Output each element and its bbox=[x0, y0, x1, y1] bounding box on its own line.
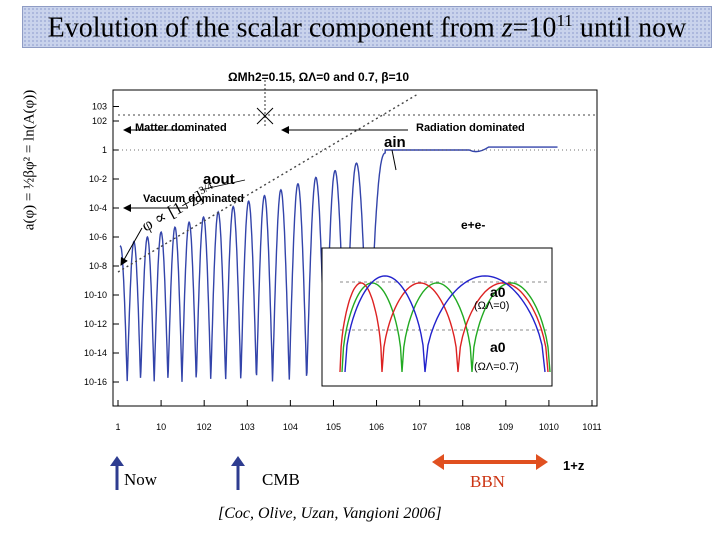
y-tick-label: 10-6 bbox=[89, 232, 107, 242]
x-tick-label: 106 bbox=[369, 422, 384, 432]
ain-label: ain bbox=[384, 134, 406, 151]
y-ticks: 103 102 1 10-2 10-4 10-6 10-8 10-10 10-12 10-14 10… bbox=[84, 102, 119, 387]
y-tick-label: 10-10 bbox=[84, 290, 107, 300]
vacuum-label: Vacuum dominated bbox=[143, 193, 244, 205]
x-ticks: 1 10 102 103 104 105 106 107 108 109 1010 1011 bbox=[115, 400, 602, 432]
x-tick-label: 10 bbox=[156, 422, 166, 432]
inset-omega0: (ΩΛ=0) bbox=[474, 300, 510, 312]
y-tick-label: 1 bbox=[102, 145, 107, 155]
y-tick-label: 10-8 bbox=[89, 261, 107, 271]
aout-label: aout bbox=[203, 171, 235, 188]
x-tick-label: 107 bbox=[412, 422, 427, 432]
ee-label: e+e- bbox=[461, 218, 486, 232]
x-tick-label: 103 bbox=[240, 422, 255, 432]
y-tick-label: 10-12 bbox=[84, 319, 107, 329]
x-tick-label: 109 bbox=[498, 422, 513, 432]
matter-label: Matter dominated bbox=[135, 122, 227, 134]
bbn-label: BBN bbox=[470, 472, 505, 491]
y-tick-label: 103 bbox=[92, 102, 107, 112]
x-tick-label: 1 bbox=[115, 422, 120, 432]
title-bar: Evolution of the scalar component from z… bbox=[22, 6, 712, 48]
ain-pointer bbox=[391, 149, 397, 171]
params-label: ΩMh2=0.15, ΩΛ=0 and 0.7, β=10 bbox=[228, 70, 409, 84]
x-axis-label: 1+z bbox=[563, 458, 585, 473]
x-tick-label: 104 bbox=[283, 422, 298, 432]
aout-pointer bbox=[199, 179, 246, 191]
inset-blue-curve bbox=[344, 275, 546, 373]
plot-frame bbox=[112, 89, 598, 407]
now-label: Now bbox=[124, 470, 158, 489]
radiation-label: Radiation dominated bbox=[416, 122, 525, 134]
cmb-label: CMB bbox=[262, 470, 300, 489]
inset-red-curve bbox=[339, 282, 549, 373]
x-tick-label: 1011 bbox=[582, 422, 601, 432]
x-tick-label: 102 bbox=[197, 422, 212, 432]
citation: [Coc, Olive, Uzan, Vangioni 2006] bbox=[218, 505, 442, 522]
y-tick-label: 102 bbox=[92, 116, 107, 126]
now-pointer bbox=[120, 227, 143, 266]
x-tick-label: 105 bbox=[326, 422, 341, 432]
inset-frame bbox=[321, 247, 553, 387]
y-tick-label: 10-2 bbox=[89, 174, 107, 184]
y-tick-label: 10-14 bbox=[84, 348, 107, 358]
y-tick-label: 10-16 bbox=[84, 377, 107, 387]
y-tick-label: 10-4 bbox=[89, 203, 107, 213]
x-tick-label: 1010 bbox=[539, 422, 559, 432]
inset-a0-lower: a0 bbox=[490, 339, 506, 355]
inset-a0-upper: a0 bbox=[490, 284, 506, 300]
scaling-line bbox=[117, 93, 419, 273]
slide-title: Evolution of the scalar component from z… bbox=[47, 11, 687, 44]
x-tick-label: 108 bbox=[455, 422, 470, 432]
inset-omega07: (ΩΛ=0.7) bbox=[474, 361, 519, 373]
